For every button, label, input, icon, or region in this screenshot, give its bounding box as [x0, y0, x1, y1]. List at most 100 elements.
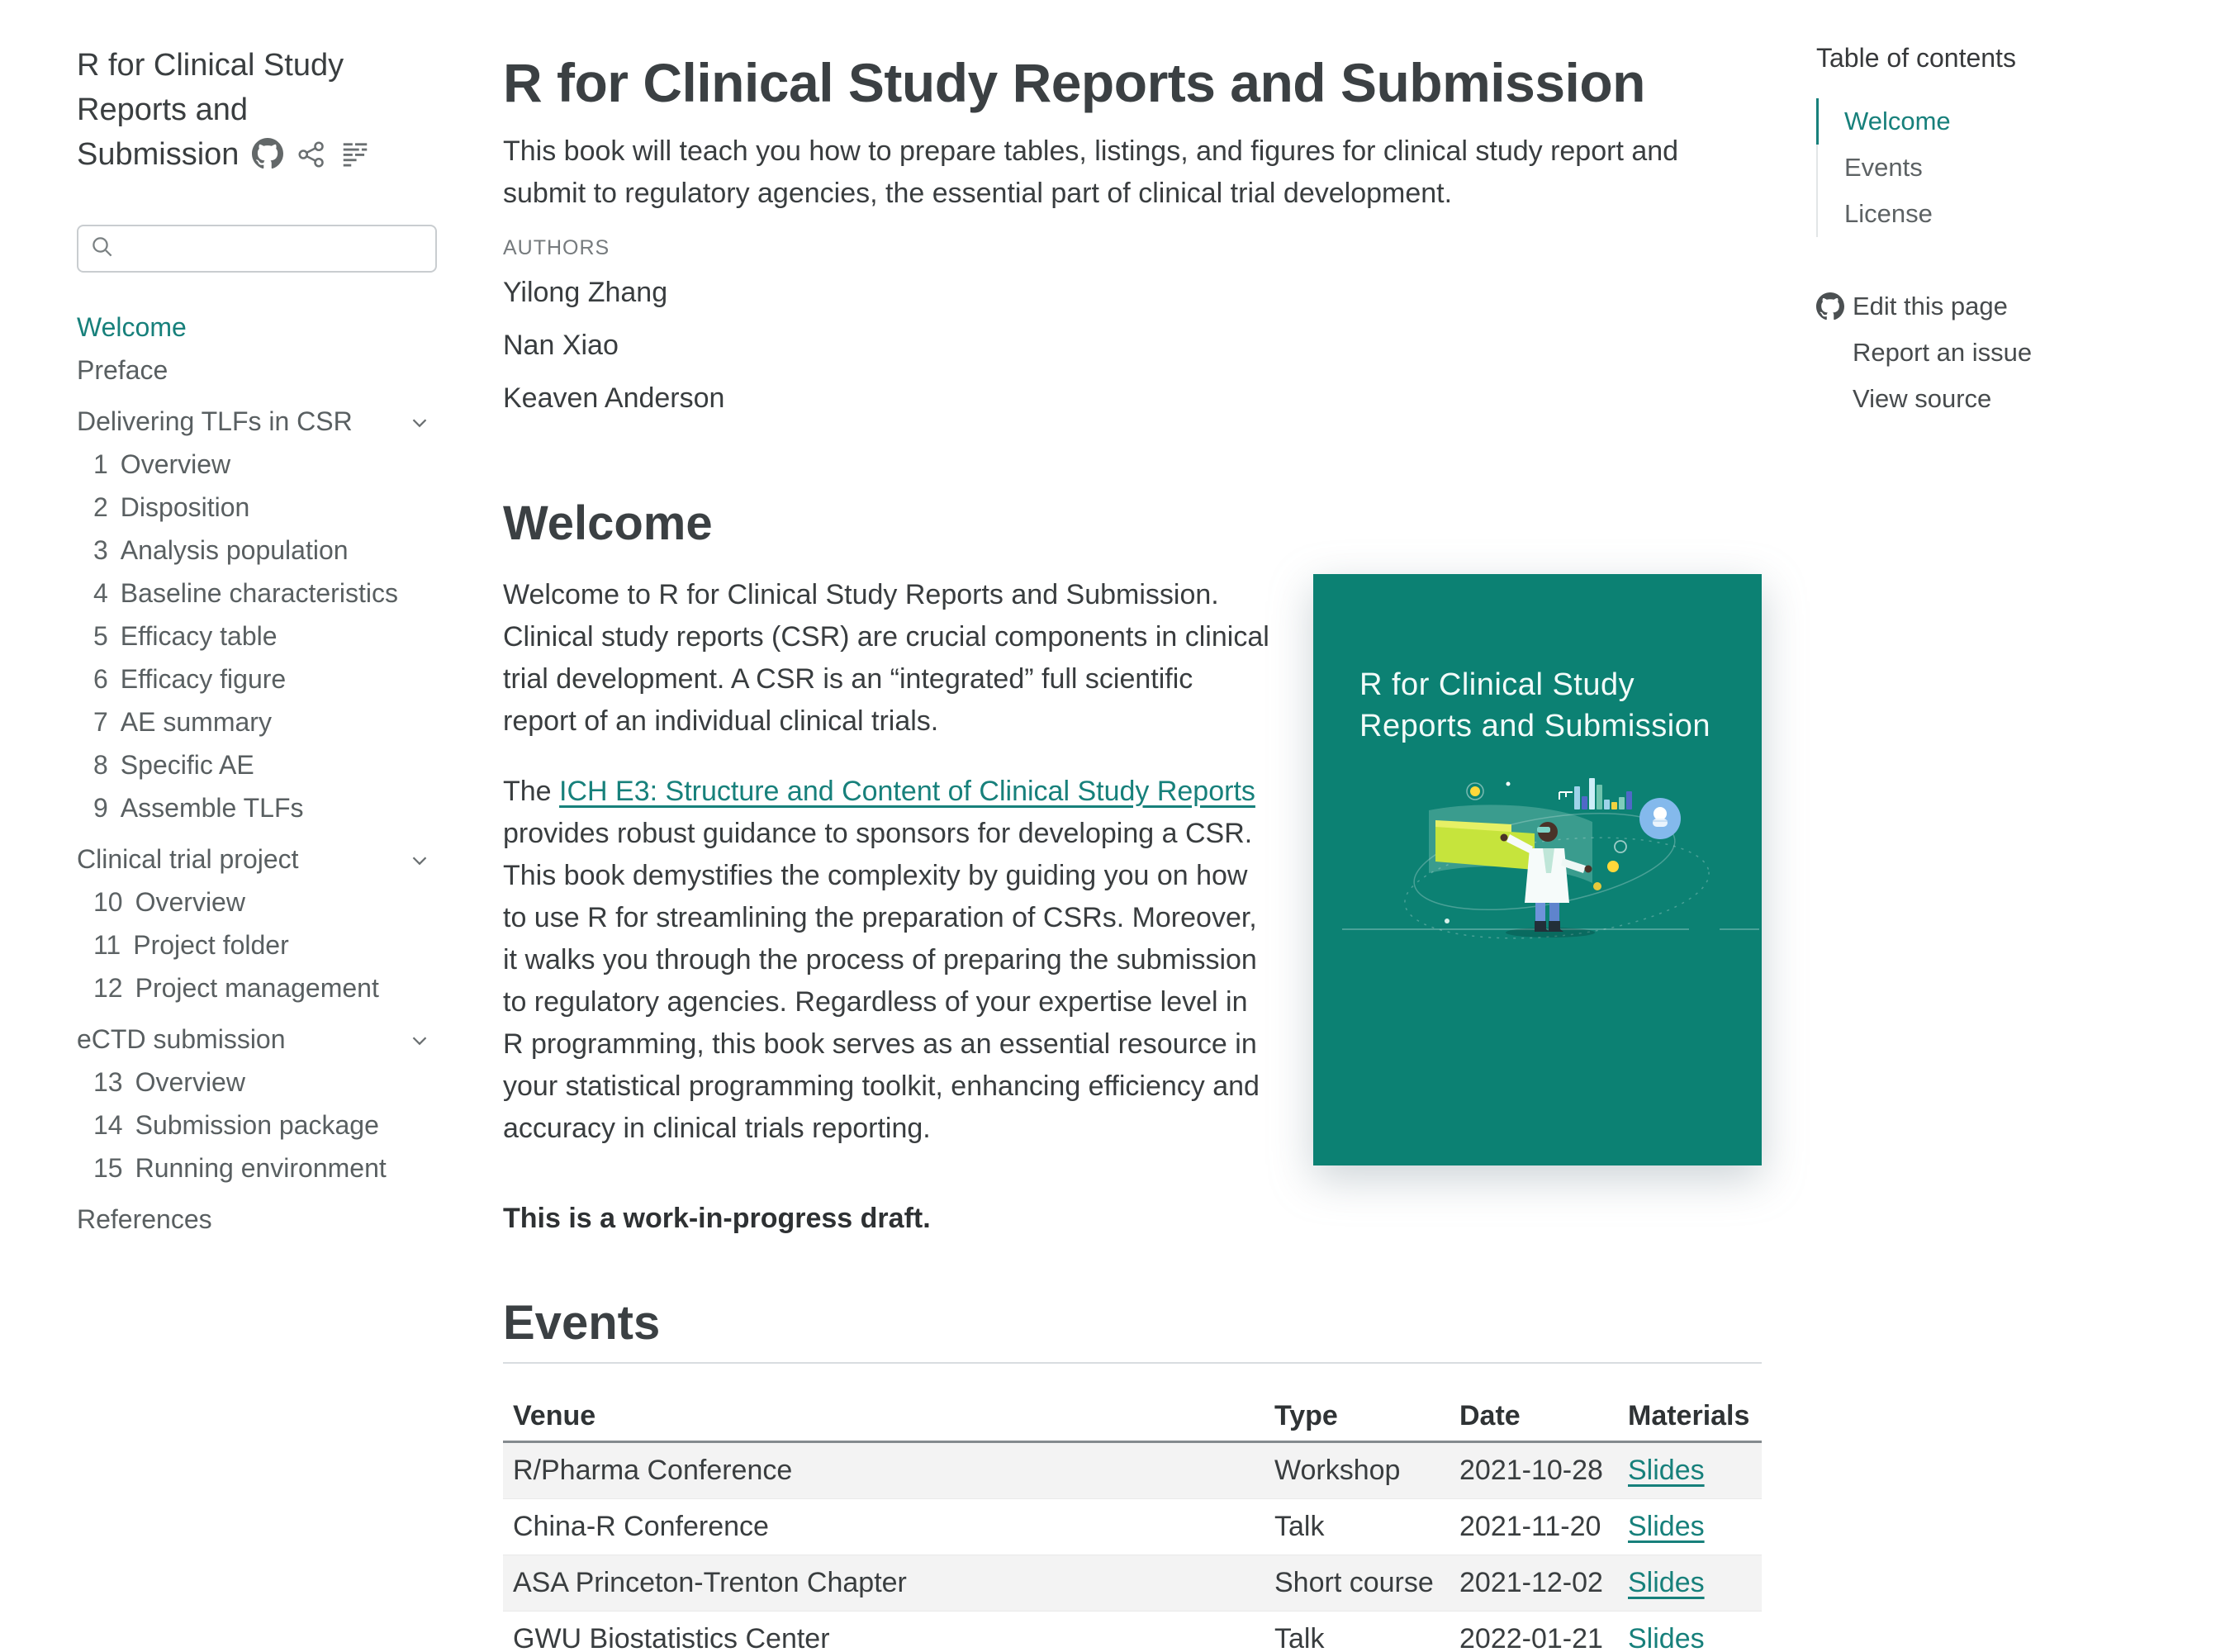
slides-link[interactable]: Slides — [1628, 1511, 1705, 1542]
chapter-number: 5 — [93, 621, 108, 651]
col-header-date: Date — [1450, 1392, 1618, 1443]
sidebar-item-preface[interactable]: Preface — [77, 355, 168, 385]
chapter-number: 12 — [93, 973, 123, 1003]
welcome-section: Welcome to R for Clinical Study Reports … — [503, 574, 1762, 1178]
sidebar-item-ch13[interactable]: 13 Overview — [77, 1066, 437, 1099]
event-row: ASA Princeton-Trenton Chapter Short cour… — [503, 1555, 1762, 1612]
toc-item-welcome[interactable]: Welcome — [1816, 98, 2171, 145]
chapter-label: Analysis population — [120, 535, 349, 565]
sidebar-item-ch11[interactable]: 11 Project folder — [77, 928, 437, 961]
welcome-paragraph-1: Welcome to R for Clinical Study Reports … — [503, 579, 1269, 737]
slides-link[interactable]: Slides — [1628, 1623, 1705, 1652]
chevron-down-icon[interactable] — [407, 1028, 432, 1061]
table-of-contents: Table of contents Welcome Events License… — [1816, 43, 2171, 429]
section-label: Clinical trial project — [77, 844, 299, 874]
cover-title-line2: Reports and Submission — [1359, 709, 1710, 743]
chapter-label: Disposition — [120, 492, 250, 522]
search-box[interactable] — [77, 225, 447, 273]
welcome-paragraph-2: The ICH E3: Structure and Content of Cli… — [503, 771, 1272, 1150]
chapter-number: 15 — [93, 1153, 123, 1183]
sidebar-item-ch14[interactable]: 14 Submission package — [77, 1108, 437, 1142]
chapter-label: Efficacy figure — [120, 664, 287, 694]
chevron-down-icon[interactable] — [407, 847, 432, 881]
sidebar-item-ch9[interactable]: 9 Assemble TLFs — [77, 791, 437, 824]
chapter-number: 9 — [93, 793, 108, 823]
sidebar-section-delivering-tlfs[interactable]: Delivering TLFs in CSR — [77, 405, 437, 438]
view-source-link[interactable]: View source — [1816, 382, 2171, 415]
event-type: Short course — [1264, 1555, 1450, 1612]
sidebar-item-ch15[interactable]: 15 Running environment — [77, 1151, 437, 1184]
action-label: View source — [1853, 384, 1992, 413]
event-row: GWU Biostatistics Center Talk 2022-01-21… — [503, 1611, 1762, 1652]
slides-link[interactable]: Slides — [1628, 1567, 1705, 1598]
chapter-label: AE summary — [120, 707, 272, 737]
event-venue: China-R Conference — [503, 1498, 1264, 1555]
chapter-number: 1 — [93, 449, 108, 479]
book-cover-image: R for Clinical Study Reports and Submiss… — [1313, 574, 1762, 1165]
chapter-label: Efficacy table — [120, 621, 278, 651]
search-input[interactable] — [125, 234, 447, 263]
toc-item-license[interactable]: License — [1816, 191, 2171, 237]
slides-link[interactable]: Slides — [1628, 1455, 1705, 1486]
text-lines-icon[interactable] — [339, 137, 371, 182]
chapter-number: 7 — [93, 707, 108, 737]
sidebar-item-references[interactable]: References — [77, 1204, 212, 1234]
chapter-label: Running environment — [135, 1153, 387, 1183]
main-content: R for Clinical Study Reports and Submiss… — [503, 0, 1762, 1652]
github-icon[interactable] — [252, 137, 284, 182]
github-icon — [1816, 292, 1844, 329]
chapter-label: Overview — [135, 887, 245, 917]
paragraph-text: The — [503, 776, 560, 807]
page-title: R for Clinical Study Reports and Submiss… — [503, 52, 1646, 113]
event-venue: ASA Princeton-Trenton Chapter — [503, 1555, 1264, 1612]
chapter-number: 2 — [93, 492, 108, 522]
book-title-text: R for Clinical Study Reports and Submiss… — [77, 48, 344, 172]
action-label: Edit this page — [1853, 292, 2008, 320]
sidebar-item-ch5[interactable]: 5 Efficacy table — [77, 620, 437, 653]
chapter-label: Overview — [135, 1067, 245, 1097]
toc-list: Welcome Events License — [1816, 98, 2171, 237]
events-table: Venue Type Date Materials R/Pharma Confe… — [503, 1392, 1762, 1652]
report-an-issue-link[interactable]: Report an issue — [1816, 336, 2171, 369]
sidebar-item-ch1[interactable]: 1 Overview — [77, 448, 437, 481]
share-icon[interactable] — [297, 137, 326, 182]
sidebar-section-ectd-submission[interactable]: eCTD submission — [77, 1023, 437, 1056]
draft-note: This is a work-in-progress draft. — [503, 1203, 931, 1234]
event-date: 2021-11-20 — [1450, 1498, 1618, 1555]
event-venue: GWU Biostatistics Center — [503, 1611, 1264, 1652]
chapter-number: 11 — [93, 930, 121, 960]
sidebar-item-ch4[interactable]: 4 Baseline characteristics — [77, 577, 437, 610]
event-date: 2021-12-02 — [1450, 1555, 1618, 1612]
chapter-label: Assemble TLFs — [120, 793, 304, 823]
paragraph-text: provides robust guidance to sponsors for… — [503, 818, 1260, 1144]
sidebar-item-ch8[interactable]: 8 Specific AE — [77, 748, 437, 781]
col-header-type: Type — [1264, 1392, 1450, 1443]
event-type: Talk — [1264, 1498, 1450, 1555]
sidebar-item-ch10[interactable]: 10 Overview — [77, 885, 437, 919]
sidebar-nav: Welcome Preface Delivering TLFs in CSR 1… — [77, 311, 437, 1236]
events-heading: Events — [503, 1294, 1762, 1364]
sidebar-section-clinical-trial-project[interactable]: Clinical trial project — [77, 843, 437, 876]
chapter-number: 10 — [93, 887, 123, 917]
chapter-number: 13 — [93, 1067, 123, 1097]
chevron-down-icon[interactable] — [407, 410, 432, 443]
ich-e3-link[interactable]: ICH E3: Structure and Content of Clinica… — [559, 776, 1255, 807]
author-name: Nan Xiao — [503, 330, 619, 361]
edit-this-page-link[interactable]: Edit this page — [1816, 290, 2171, 323]
sidebar-item-ch7[interactable]: 7 AE summary — [77, 705, 437, 738]
sidebar-item-ch2[interactable]: 2 Disposition — [77, 491, 437, 524]
chapter-number: 3 — [93, 535, 108, 565]
event-date: 2022-01-21 — [1450, 1611, 1618, 1652]
chapter-label: Overview — [120, 449, 231, 479]
col-header-materials: Materials — [1618, 1392, 1762, 1443]
sidebar-item-ch12[interactable]: 12 Project management — [77, 971, 437, 1004]
chapter-number: 6 — [93, 664, 108, 694]
sidebar: R for Clinical Study Reports and Submiss… — [77, 43, 447, 1246]
sidebar-item-welcome[interactable]: Welcome — [77, 312, 187, 342]
page-subtitle: This book will teach you how to prepare … — [503, 135, 1679, 209]
sidebar-item-ch3[interactable]: 3 Analysis population — [77, 534, 437, 567]
event-type: Workshop — [1264, 1441, 1450, 1499]
toc-item-events[interactable]: Events — [1816, 145, 2171, 191]
sidebar-item-ch6[interactable]: 6 Efficacy figure — [77, 662, 437, 695]
